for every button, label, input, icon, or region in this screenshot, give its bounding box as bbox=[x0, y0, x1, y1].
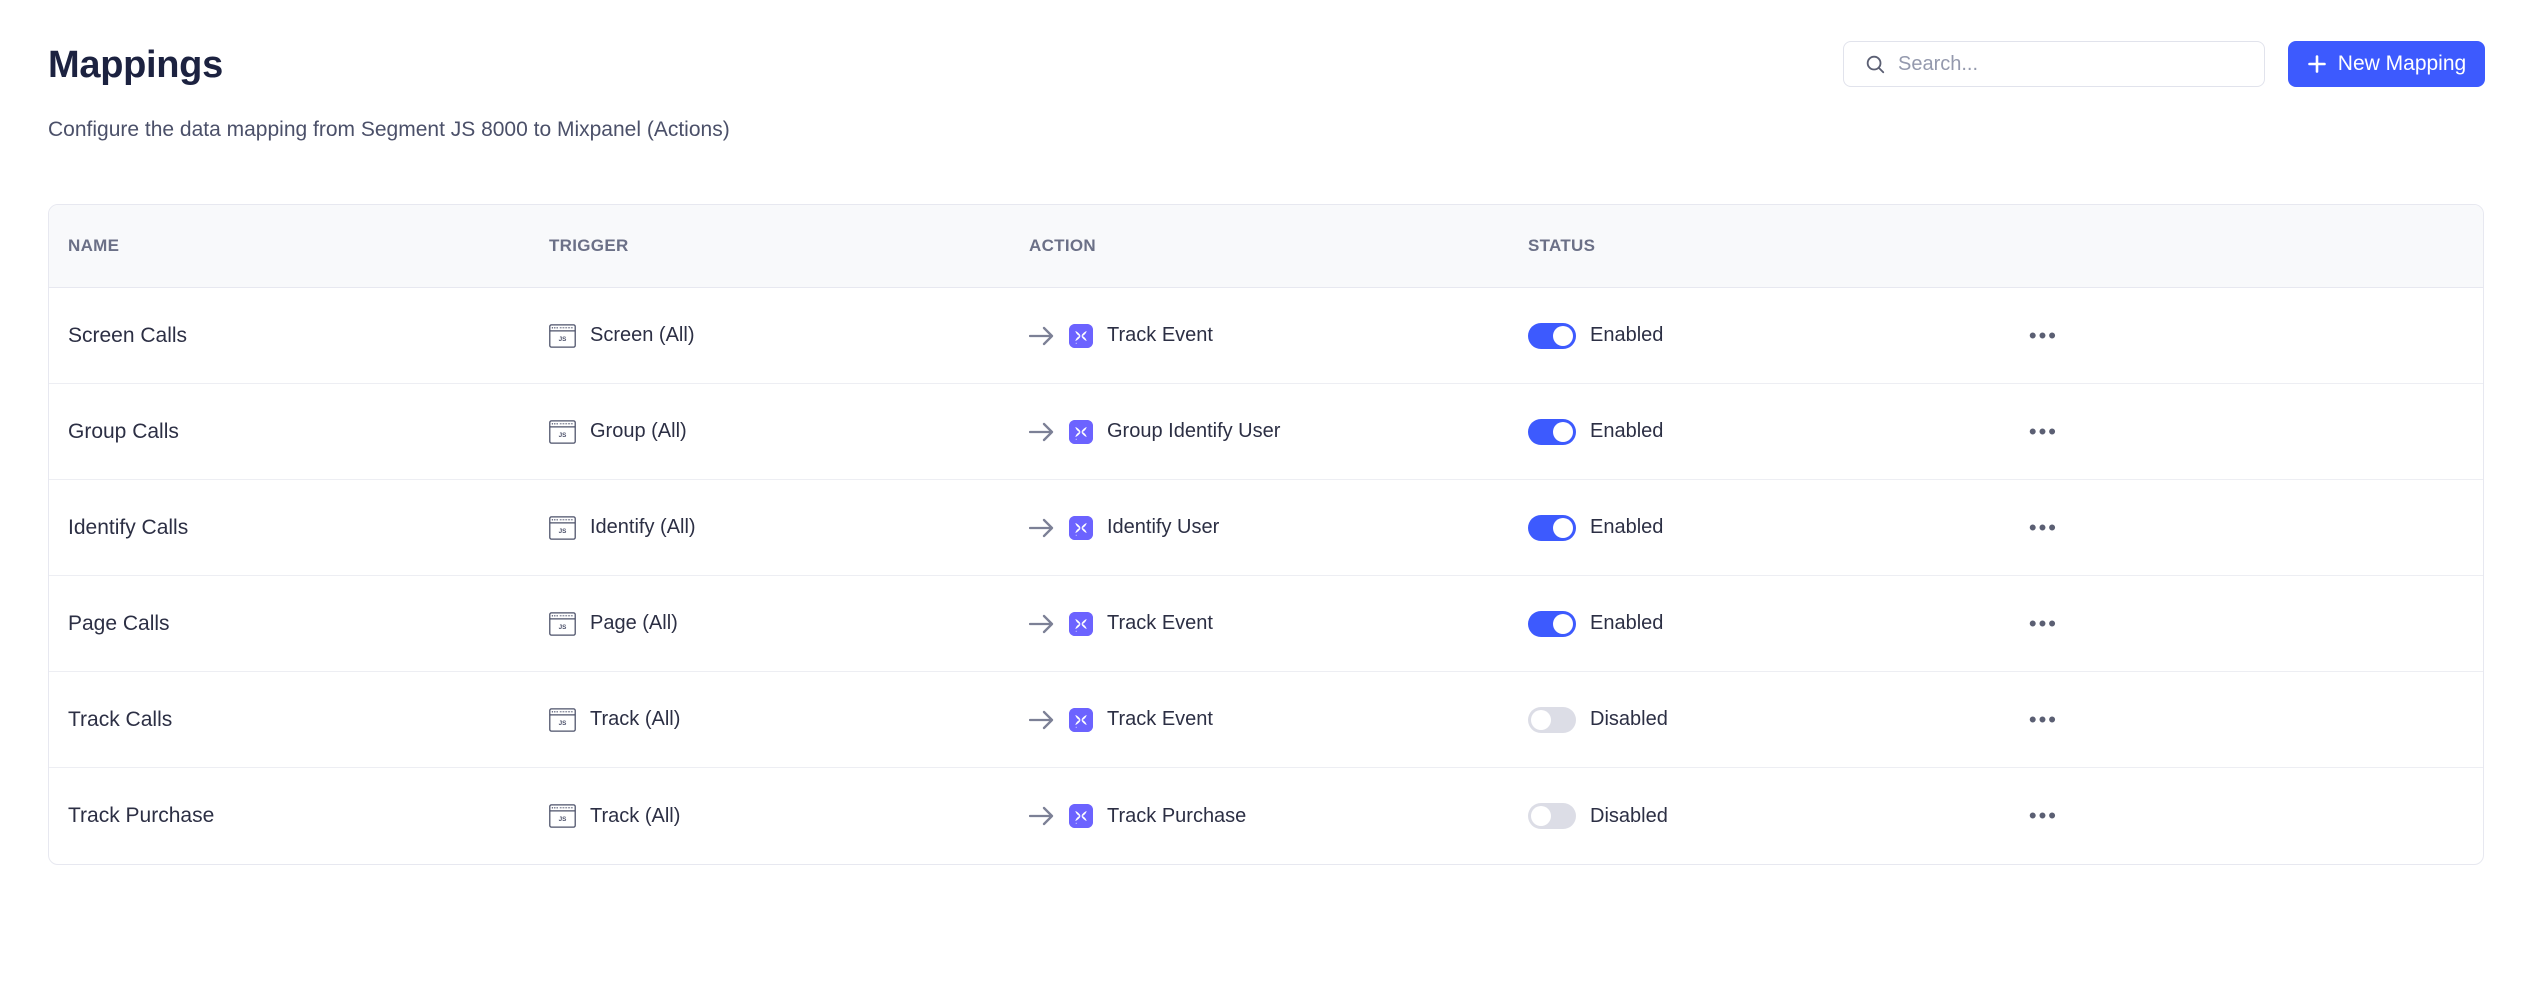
svg-text:JS: JS bbox=[559, 335, 567, 342]
svg-text:JS: JS bbox=[559, 816, 567, 823]
svg-text:JS: JS bbox=[559, 623, 567, 630]
svg-text:JS: JS bbox=[559, 527, 567, 534]
svg-text:JS: JS bbox=[559, 719, 567, 726]
svg-text:JS: JS bbox=[559, 431, 567, 438]
